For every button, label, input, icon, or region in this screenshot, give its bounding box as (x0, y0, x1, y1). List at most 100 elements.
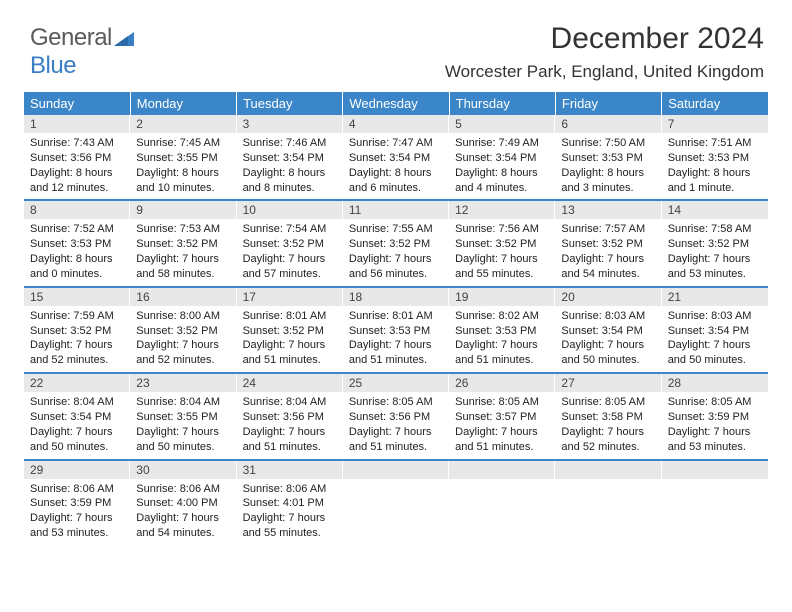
day-header: Monday (130, 92, 236, 115)
day-number: 1 (24, 115, 130, 133)
day-number: 5 (449, 115, 555, 133)
day-number: 7 (662, 115, 768, 133)
calendar-cell: 16Sunrise: 8:00 AMSunset: 3:52 PMDayligh… (130, 287, 236, 373)
calendar-cell: 10Sunrise: 7:54 AMSunset: 3:52 PMDayligh… (237, 200, 343, 286)
day-number: 20 (555, 288, 661, 306)
day-details: Sunrise: 8:05 AMSunset: 3:56 PMDaylight:… (343, 392, 449, 458)
brand-logo: General Blue (30, 24, 134, 80)
calendar-cell: 26Sunrise: 8:05 AMSunset: 3:57 PMDayligh… (449, 373, 555, 459)
day-number: 18 (343, 288, 449, 306)
day-number: 10 (237, 201, 343, 219)
calendar-cell: 7Sunrise: 7:51 AMSunset: 3:53 PMDaylight… (662, 115, 768, 200)
calendar-week: 22Sunrise: 8:04 AMSunset: 3:54 PMDayligh… (24, 373, 768, 459)
day-details: Sunrise: 8:06 AMSunset: 4:01 PMDaylight:… (237, 479, 343, 545)
day-details: Sunrise: 7:52 AMSunset: 3:53 PMDaylight:… (24, 219, 130, 285)
calendar-cell: 27Sunrise: 8:05 AMSunset: 3:58 PMDayligh… (555, 373, 661, 459)
day-details: Sunrise: 8:06 AMSunset: 4:00 PMDaylight:… (130, 479, 236, 545)
calendar-cell: 6Sunrise: 7:50 AMSunset: 3:53 PMDaylight… (555, 115, 661, 200)
calendar-cell: 20Sunrise: 8:03 AMSunset: 3:54 PMDayligh… (555, 287, 661, 373)
day-number: 16 (130, 288, 236, 306)
day-details: Sunrise: 7:47 AMSunset: 3:54 PMDaylight:… (343, 133, 449, 199)
day-details: Sunrise: 7:56 AMSunset: 3:52 PMDaylight:… (449, 219, 555, 285)
day-details: Sunrise: 7:46 AMSunset: 3:54 PMDaylight:… (237, 133, 343, 199)
day-number: 15 (24, 288, 130, 306)
day-details: Sunrise: 7:49 AMSunset: 3:54 PMDaylight:… (449, 133, 555, 199)
day-details: Sunrise: 8:01 AMSunset: 3:52 PMDaylight:… (237, 306, 343, 372)
day-number: 8 (24, 201, 130, 219)
day-number: 13 (555, 201, 661, 219)
day-details: Sunrise: 7:55 AMSunset: 3:52 PMDaylight:… (343, 219, 449, 285)
calendar-cell: 18Sunrise: 8:01 AMSunset: 3:53 PMDayligh… (343, 287, 449, 373)
location-text: Worcester Park, England, United Kingdom (445, 62, 764, 82)
calendar-cell: 15Sunrise: 7:59 AMSunset: 3:52 PMDayligh… (24, 287, 130, 373)
day-header: Thursday (449, 92, 555, 115)
page-title: December 2024 (551, 22, 764, 56)
day-details: Sunrise: 8:06 AMSunset: 3:59 PMDaylight:… (24, 479, 130, 545)
day-header: Tuesday (237, 92, 343, 115)
day-number: 11 (343, 201, 449, 219)
day-header: Friday (555, 92, 661, 115)
day-number: 14 (662, 201, 768, 219)
day-details: Sunrise: 8:04 AMSunset: 3:54 PMDaylight:… (24, 392, 130, 458)
day-number: 21 (662, 288, 768, 306)
calendar-header-row: SundayMondayTuesdayWednesdayThursdayFrid… (24, 92, 768, 115)
calendar-cell: 31Sunrise: 8:06 AMSunset: 4:01 PMDayligh… (237, 460, 343, 545)
day-header: Sunday (24, 92, 130, 115)
calendar-cell: 25Sunrise: 8:05 AMSunset: 3:56 PMDayligh… (343, 373, 449, 459)
day-number: 9 (130, 201, 236, 219)
day-details: Sunrise: 7:43 AMSunset: 3:56 PMDaylight:… (24, 133, 130, 199)
calendar-cell: 5Sunrise: 7:49 AMSunset: 3:54 PMDaylight… (449, 115, 555, 200)
calendar-cell: 24Sunrise: 8:04 AMSunset: 3:56 PMDayligh… (237, 373, 343, 459)
calendar-table: SundayMondayTuesdayWednesdayThursdayFrid… (24, 92, 768, 545)
day-details: Sunrise: 7:59 AMSunset: 3:52 PMDaylight:… (24, 306, 130, 372)
calendar-cell: 2Sunrise: 7:45 AMSunset: 3:55 PMDaylight… (130, 115, 236, 200)
calendar-cell: 9Sunrise: 7:53 AMSunset: 3:52 PMDaylight… (130, 200, 236, 286)
calendar-week: 15Sunrise: 7:59 AMSunset: 3:52 PMDayligh… (24, 287, 768, 373)
calendar-cell: 14Sunrise: 7:58 AMSunset: 3:52 PMDayligh… (662, 200, 768, 286)
calendar-week: 1Sunrise: 7:43 AMSunset: 3:56 PMDaylight… (24, 115, 768, 200)
calendar-week: 8Sunrise: 7:52 AMSunset: 3:53 PMDaylight… (24, 200, 768, 286)
day-number: 6 (555, 115, 661, 133)
calendar-cell: . (555, 460, 661, 545)
day-number: 27 (555, 374, 661, 392)
logo-text-2: Blue (30, 52, 76, 79)
day-details: Sunrise: 7:51 AMSunset: 3:53 PMDaylight:… (662, 133, 768, 199)
day-details: Sunrise: 7:53 AMSunset: 3:52 PMDaylight:… (130, 219, 236, 285)
day-number: 25 (343, 374, 449, 392)
day-details: Sunrise: 7:50 AMSunset: 3:53 PMDaylight:… (555, 133, 661, 199)
calendar-body: 1Sunrise: 7:43 AMSunset: 3:56 PMDaylight… (24, 115, 768, 545)
day-number: 17 (237, 288, 343, 306)
day-number: 30 (130, 461, 236, 479)
calendar-cell: 13Sunrise: 7:57 AMSunset: 3:52 PMDayligh… (555, 200, 661, 286)
day-number: 29 (24, 461, 130, 479)
day-details: Sunrise: 8:04 AMSunset: 3:56 PMDaylight:… (237, 392, 343, 458)
day-number: 22 (24, 374, 130, 392)
day-details: Sunrise: 8:00 AMSunset: 3:52 PMDaylight:… (130, 306, 236, 372)
calendar-cell: 3Sunrise: 7:46 AMSunset: 3:54 PMDaylight… (237, 115, 343, 200)
calendar-week: 29Sunrise: 8:06 AMSunset: 3:59 PMDayligh… (24, 460, 768, 545)
calendar-cell: 22Sunrise: 8:04 AMSunset: 3:54 PMDayligh… (24, 373, 130, 459)
day-number: 2 (130, 115, 236, 133)
calendar-cell: 23Sunrise: 8:04 AMSunset: 3:55 PMDayligh… (130, 373, 236, 459)
day-details: Sunrise: 7:57 AMSunset: 3:52 PMDaylight:… (555, 219, 661, 285)
day-number: 12 (449, 201, 555, 219)
day-details: Sunrise: 8:01 AMSunset: 3:53 PMDaylight:… (343, 306, 449, 372)
day-number: 23 (130, 374, 236, 392)
day-number: 26 (449, 374, 555, 392)
day-details: Sunrise: 7:58 AMSunset: 3:52 PMDaylight:… (662, 219, 768, 285)
day-header: Saturday (662, 92, 768, 115)
calendar-cell: 19Sunrise: 8:02 AMSunset: 3:53 PMDayligh… (449, 287, 555, 373)
calendar-cell: 17Sunrise: 8:01 AMSunset: 3:52 PMDayligh… (237, 287, 343, 373)
calendar-cell: 21Sunrise: 8:03 AMSunset: 3:54 PMDayligh… (662, 287, 768, 373)
day-details: Sunrise: 8:05 AMSunset: 3:57 PMDaylight:… (449, 392, 555, 458)
calendar-cell: . (662, 460, 768, 545)
day-number: 28 (662, 374, 768, 392)
day-details: Sunrise: 8:04 AMSunset: 3:55 PMDaylight:… (130, 392, 236, 458)
day-details: Sunrise: 8:02 AMSunset: 3:53 PMDaylight:… (449, 306, 555, 372)
calendar-cell: 4Sunrise: 7:47 AMSunset: 3:54 PMDaylight… (343, 115, 449, 200)
calendar-cell: 8Sunrise: 7:52 AMSunset: 3:53 PMDaylight… (24, 200, 130, 286)
day-number: 4 (343, 115, 449, 133)
calendar-cell: . (343, 460, 449, 545)
day-details: Sunrise: 8:05 AMSunset: 3:59 PMDaylight:… (662, 392, 768, 458)
day-number: 19 (449, 288, 555, 306)
